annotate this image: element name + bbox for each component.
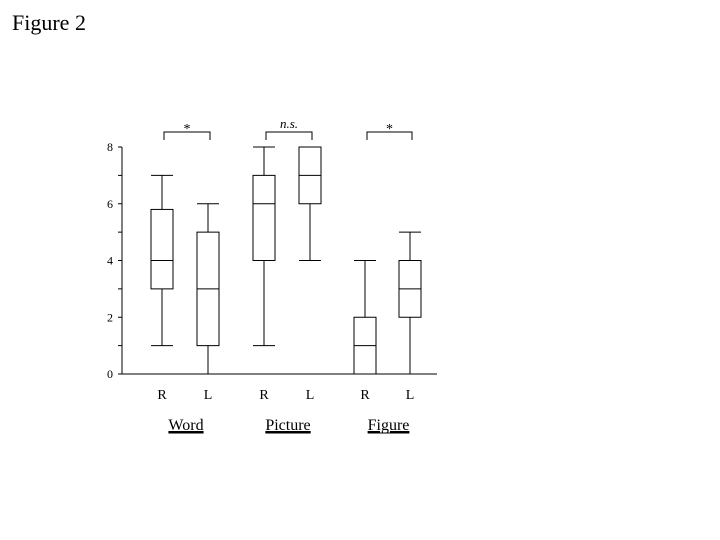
box: [150, 208, 174, 290]
x-tick-label: R: [360, 388, 370, 403]
significance-bracket: [163, 131, 211, 140]
significance-bracket: [265, 131, 313, 140]
page-title: Figure 2: [12, 10, 86, 35]
y-tick-label: 2: [107, 310, 113, 324]
y-tick-label: 0: [107, 367, 113, 381]
box: [252, 174, 276, 261]
significance-label: *: [386, 122, 393, 137]
significance-label: n.s.: [280, 116, 298, 131]
x-tick-label: R: [157, 388, 167, 403]
x-tick-label: L: [306, 388, 315, 403]
x-tick-label: L: [406, 388, 415, 403]
significance-bracket: [366, 131, 413, 140]
group-label: Figure: [368, 417, 410, 434]
y-tick-label: 6: [107, 197, 113, 211]
significance-label: *: [184, 122, 191, 137]
x-tick-label: R: [259, 388, 269, 403]
group-label: Word: [168, 417, 203, 434]
y-tick-label: 4: [107, 254, 113, 268]
y-tick-label: 8: [107, 140, 113, 154]
x-tick-label: L: [204, 388, 213, 403]
group-label: Picture: [265, 417, 310, 434]
